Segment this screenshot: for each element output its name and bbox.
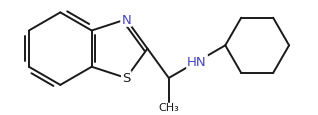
Text: S: S (122, 72, 130, 85)
Text: CH₃: CH₃ (158, 102, 179, 112)
Text: HN: HN (187, 56, 207, 69)
Text: N: N (121, 14, 131, 27)
